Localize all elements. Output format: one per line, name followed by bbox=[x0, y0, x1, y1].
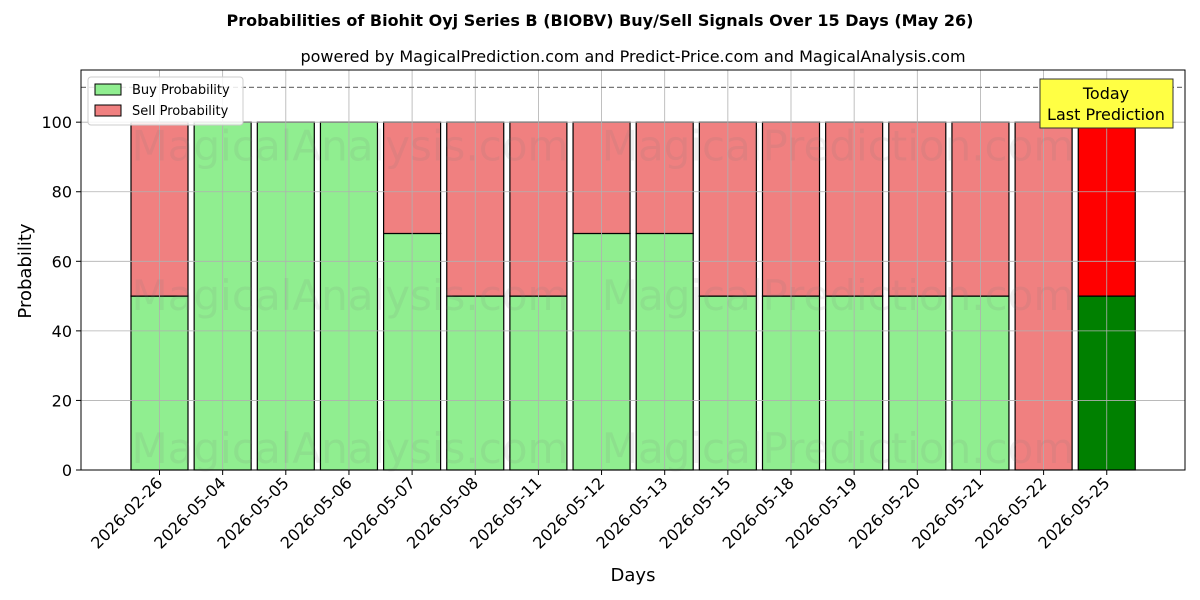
y-tick-label: 0 bbox=[62, 461, 72, 480]
chart-subtitle: powered by MagicalPrediction.com and Pre… bbox=[300, 47, 965, 66]
today-annotation-text: Today bbox=[1082, 84, 1129, 103]
watermark-text: MagicalPrediction.com bbox=[602, 122, 1075, 171]
y-tick-label: 40 bbox=[52, 322, 72, 341]
y-tick-label: 20 bbox=[52, 391, 72, 410]
watermark-text: MagicalAnalysis.com bbox=[132, 122, 569, 171]
watermark-text: MagicalAnalysis.com bbox=[132, 271, 569, 320]
legend-swatch bbox=[94, 83, 122, 96]
today-annotation-text: Last Prediction bbox=[1047, 105, 1165, 124]
legend-box bbox=[87, 76, 244, 126]
x-axis-label: Days bbox=[611, 565, 656, 586]
legend-swatch bbox=[94, 104, 122, 117]
today-annotation-box bbox=[1039, 78, 1174, 129]
plot-frame bbox=[80, 69, 1186, 471]
y-tick-label: 80 bbox=[52, 183, 72, 202]
watermark-text: MagicalAnalysis.com bbox=[132, 424, 569, 473]
y-axis-label: Probability bbox=[15, 223, 36, 318]
legend-label: Sell Probability bbox=[132, 104, 229, 119]
legend-label: Buy Probability bbox=[132, 83, 230, 98]
watermark-text: MagicalPrediction.com bbox=[602, 424, 1075, 473]
y-tick-label: 100 bbox=[41, 113, 72, 132]
chart-title: Probabilities of Biohit Oyj Series B (BI… bbox=[227, 11, 974, 30]
watermark-text: MagicalPrediction.com bbox=[602, 271, 1075, 320]
plot-area: MagicalAnalysis.com MagicalPrediction.com… bbox=[41, 69, 1186, 553]
y-tick-label: 60 bbox=[52, 252, 72, 271]
